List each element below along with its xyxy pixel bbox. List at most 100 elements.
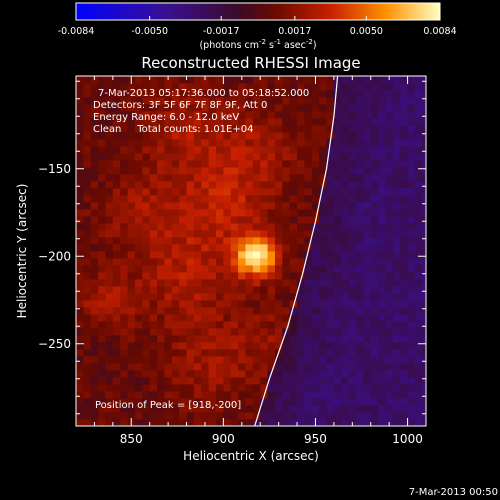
heatmap-cell: [282, 244, 291, 252]
heatmap-cell: [422, 363, 426, 371]
heatmap-cell: [319, 398, 327, 406]
heatmap-cell: [142, 279, 151, 287]
heatmap-cell: [186, 153, 195, 161]
heatmap-cell: [378, 377, 386, 385]
heatmap-cell: [142, 335, 151, 343]
heatmap-cell: [105, 153, 114, 161]
heatmap-cell: [120, 195, 128, 203]
heatmap-cell: [186, 356, 195, 364]
heatmap-cell: [186, 384, 195, 392]
heatmap-cell: [171, 167, 180, 175]
heatmap-cell: [171, 405, 180, 413]
heatmap-cell: [333, 356, 342, 364]
heatmap-cell: [274, 377, 283, 385]
heatmap-cell: [186, 90, 195, 98]
heatmap-cell: [105, 167, 114, 175]
heatmap-cell: [223, 314, 232, 322]
heatmap-cell: [112, 181, 121, 189]
heatmap-cell: [179, 300, 187, 308]
heatmap-cell: [385, 244, 394, 252]
heatmap-cell: [238, 314, 246, 322]
heatmap-cell: [370, 76, 379, 84]
heatmap-cell: [370, 104, 379, 112]
heatmap-cell: [422, 223, 426, 231]
heatmap-cell: [245, 139, 254, 147]
heatmap-cell: [90, 293, 99, 301]
heatmap-cell: [223, 188, 232, 196]
heatmap-cell: [385, 286, 394, 294]
heatmap-cell: [83, 342, 92, 350]
heatmap-cell: [83, 202, 92, 210]
heatmap-cell: [333, 209, 342, 217]
heatmap-cell: [90, 384, 99, 392]
heatmap-cell: [216, 335, 224, 343]
heatmap-cell: [414, 146, 423, 154]
heatmap-cell: [164, 90, 173, 98]
heatmap-cell: [267, 349, 276, 357]
heatmap-cell: [230, 118, 239, 126]
heatmap-cell: [230, 223, 239, 231]
heatmap-cell: [407, 188, 416, 196]
heatmap-cell: [164, 83, 173, 91]
heatmap-cell: [208, 167, 217, 175]
heatmap-cell: [120, 118, 128, 126]
heatmap-cell: [311, 328, 320, 336]
heatmap-cell: [326, 188, 335, 196]
heatmap-cell: [76, 132, 84, 140]
heatmap-cell: [385, 293, 394, 301]
heatmap-cell: [348, 230, 357, 238]
heatmap-cell: [289, 139, 298, 147]
heatmap-cell: [142, 230, 151, 238]
heatmap-cell: [252, 419, 261, 426]
heatmap-cell: [120, 83, 128, 91]
heatmap-cell: [267, 83, 276, 91]
heatmap-cell: [319, 265, 327, 273]
heatmap-cell: [157, 83, 165, 91]
heatmap-cell: [378, 83, 386, 91]
heatmap-cell: [319, 76, 327, 84]
heatmap-cell: [407, 370, 416, 378]
heatmap-cell: [230, 195, 239, 203]
heatmap-cell: [201, 230, 210, 238]
heatmap-cell: [326, 328, 335, 336]
heatmap-cell: [208, 279, 217, 287]
heatmap-cell: [289, 398, 298, 406]
heatmap-cell: [348, 335, 357, 343]
heatmap-cell: [223, 349, 232, 357]
heatmap-cell: [297, 349, 305, 357]
heatmap-cell: [179, 125, 187, 133]
heatmap-cell: [245, 146, 254, 154]
heatmap-cell: [385, 153, 394, 161]
heatmap-cell: [149, 76, 158, 84]
heatmap-cell: [392, 342, 401, 350]
heatmap-cell: [112, 125, 121, 133]
heatmap-cell: [385, 307, 394, 315]
heatmap-cell: [378, 223, 386, 231]
heatmap-cell: [193, 377, 202, 385]
heatmap-cell: [230, 83, 239, 91]
heatmap-cell: [297, 83, 305, 91]
heatmap-cell: [105, 132, 114, 140]
heatmap-cell: [289, 97, 298, 105]
heatmap-cell: [267, 314, 276, 322]
heatmap-cell: [157, 97, 165, 105]
heatmap-cell: [76, 377, 84, 385]
heatmap-cell: [193, 174, 202, 182]
heatmap-cell: [385, 251, 394, 259]
heatmap-cell: [414, 328, 423, 336]
heatmap-cell: [230, 146, 239, 154]
heatmap-cell: [326, 97, 335, 105]
heatmap-cell: [157, 349, 165, 357]
heatmap-cell: [245, 104, 254, 112]
heatmap-cell: [407, 272, 416, 280]
heatmap-cell: [252, 321, 261, 329]
heatmap-cell: [98, 419, 106, 426]
heatmap-cell: [370, 146, 379, 154]
heatmap-cell: [326, 419, 335, 426]
heatmap-cell: [201, 202, 210, 210]
heatmap-cell: [179, 251, 187, 259]
heatmap-cell: [134, 111, 143, 119]
heatmap-cell: [179, 307, 187, 315]
heatmap-cell: [422, 76, 426, 84]
heatmap-cell: [414, 307, 423, 315]
